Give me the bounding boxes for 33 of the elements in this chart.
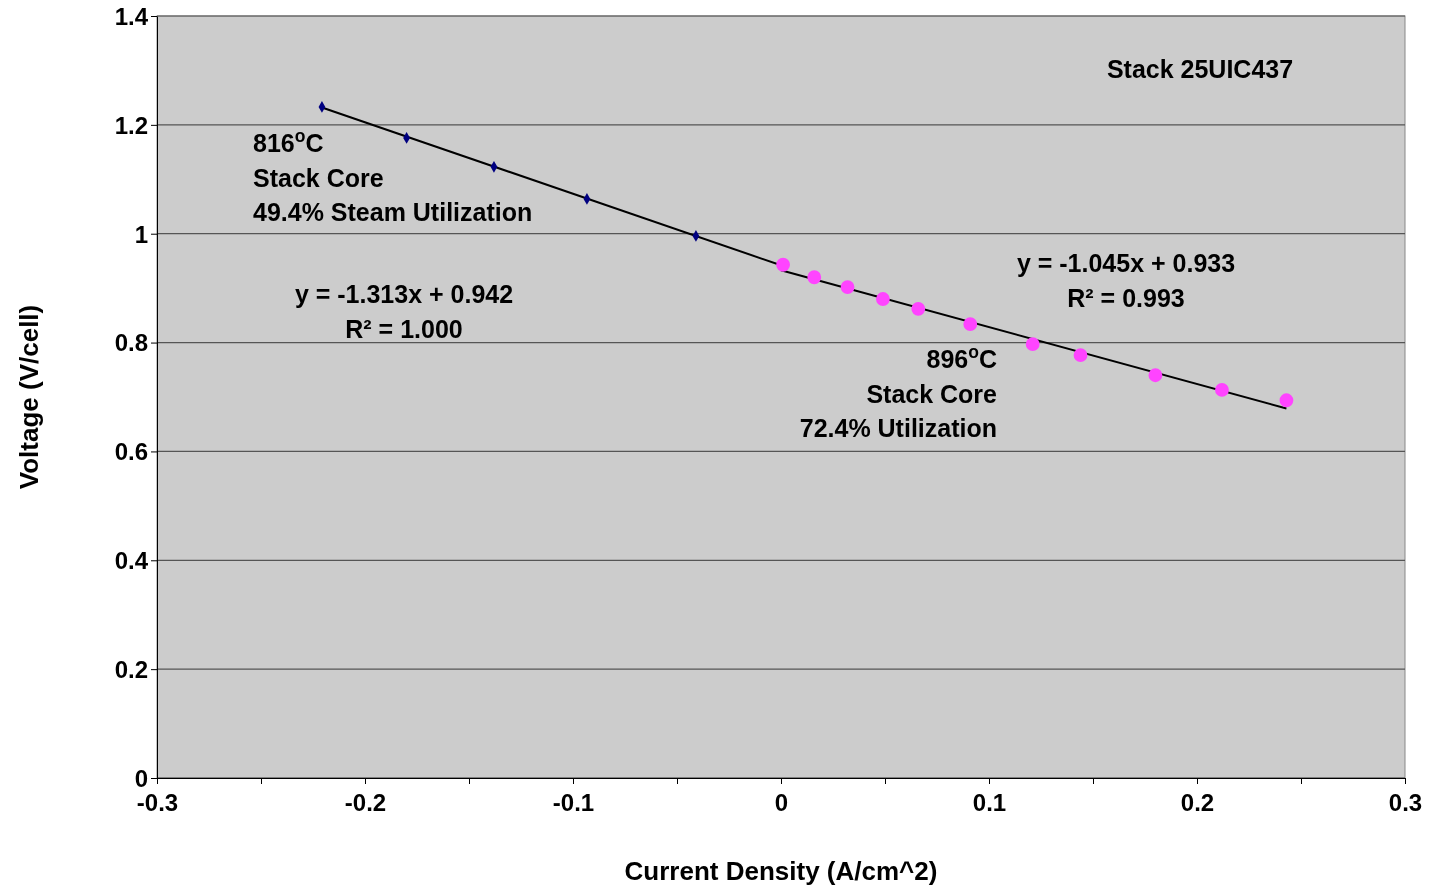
y-tick-label: 1.4	[114, 2, 149, 30]
x-tick-label: -0.1	[552, 789, 595, 816]
point	[963, 317, 978, 331]
point	[840, 280, 855, 294]
annotation: Stack 25UIC437	[1106, 55, 1294, 83]
y-tick-label: 1	[134, 220, 148, 248]
point	[1279, 393, 1294, 408]
annotation: 896$^{o}$C Stack Core 72.4% Utilization	[799, 342, 998, 442]
point	[911, 301, 926, 316]
point	[776, 257, 790, 272]
y-tick-label: 0.6	[114, 438, 148, 466]
annotation: y = -1.045x + 0.933 R² = 0.993	[1016, 249, 1236, 312]
y-axis-title: Voltage (V/cell)	[14, 304, 44, 490]
x-tick-label: -0.3	[136, 789, 179, 816]
x-tick-label: -0.2	[344, 789, 387, 816]
y-tick-label: 0.4	[114, 547, 149, 575]
point	[1148, 368, 1163, 383]
point	[876, 292, 890, 306]
x-tick-label: 0.2	[1180, 789, 1215, 816]
annotation: y = -1.313x + 0.942 R² = 1.000	[294, 280, 514, 343]
y-tick-label: 0	[134, 764, 148, 792]
y-tick-label: 0.8	[114, 329, 148, 357]
x-tick-label: 0.1	[972, 789, 1007, 816]
x-tick-label: 0	[774, 789, 789, 816]
point	[1215, 383, 1229, 397]
annotation: 816$^{o}$C Stack Core 49.4% Steam Utilization	[253, 126, 533, 226]
point	[1025, 337, 1040, 352]
y-tick-label: 0.2	[114, 656, 148, 684]
y-tick-label: 1.2	[114, 111, 148, 139]
x-tick-label: 0.3	[1388, 789, 1423, 816]
point	[807, 270, 822, 285]
x-axis-title: Current Density (A/cm^2)	[624, 856, 938, 886]
point	[1073, 348, 1088, 362]
